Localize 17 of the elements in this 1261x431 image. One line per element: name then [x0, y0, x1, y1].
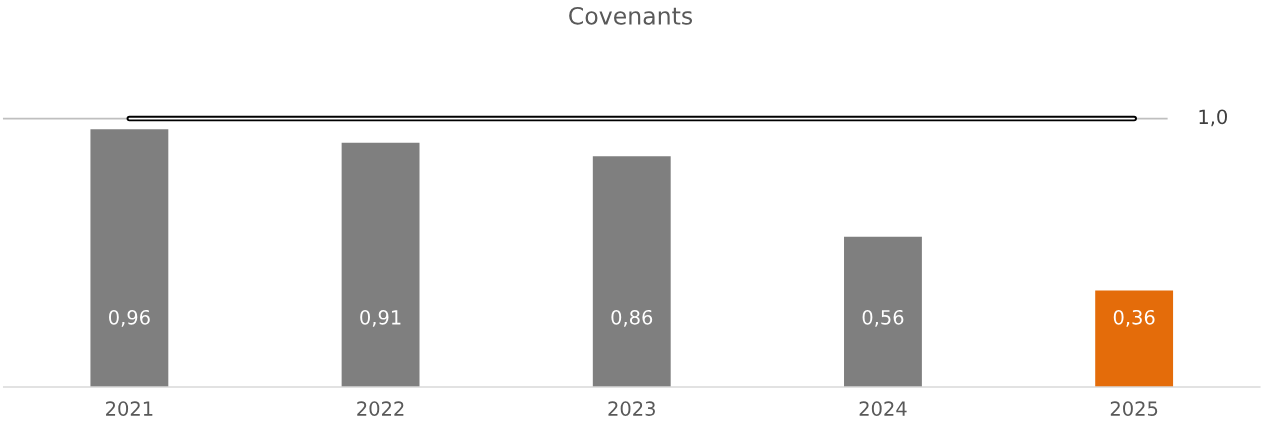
- bar: [90, 129, 169, 388]
- data-label: 0,56: [862, 309, 904, 327]
- x-tick-label: 2021: [106, 401, 153, 416]
- x-tick-label: 2023: [608, 401, 655, 416]
- chart-title: Covenants: [569, 6, 693, 25]
- data-label: 0,36: [1113, 309, 1155, 327]
- bar: [592, 156, 671, 388]
- ref-line-label: 1,0: [1199, 109, 1227, 127]
- bar: [341, 142, 420, 388]
- x-tick-label: 2025: [1110, 401, 1158, 416]
- x-tick-label: 2024: [859, 401, 907, 416]
- data-label: 0,96: [109, 309, 150, 327]
- data-label: 0,91: [360, 309, 401, 327]
- x-tick-label: 2022: [357, 401, 404, 416]
- data-label: 0,86: [611, 309, 653, 327]
- bar: [1095, 290, 1174, 388]
- bar: [844, 236, 922, 388]
